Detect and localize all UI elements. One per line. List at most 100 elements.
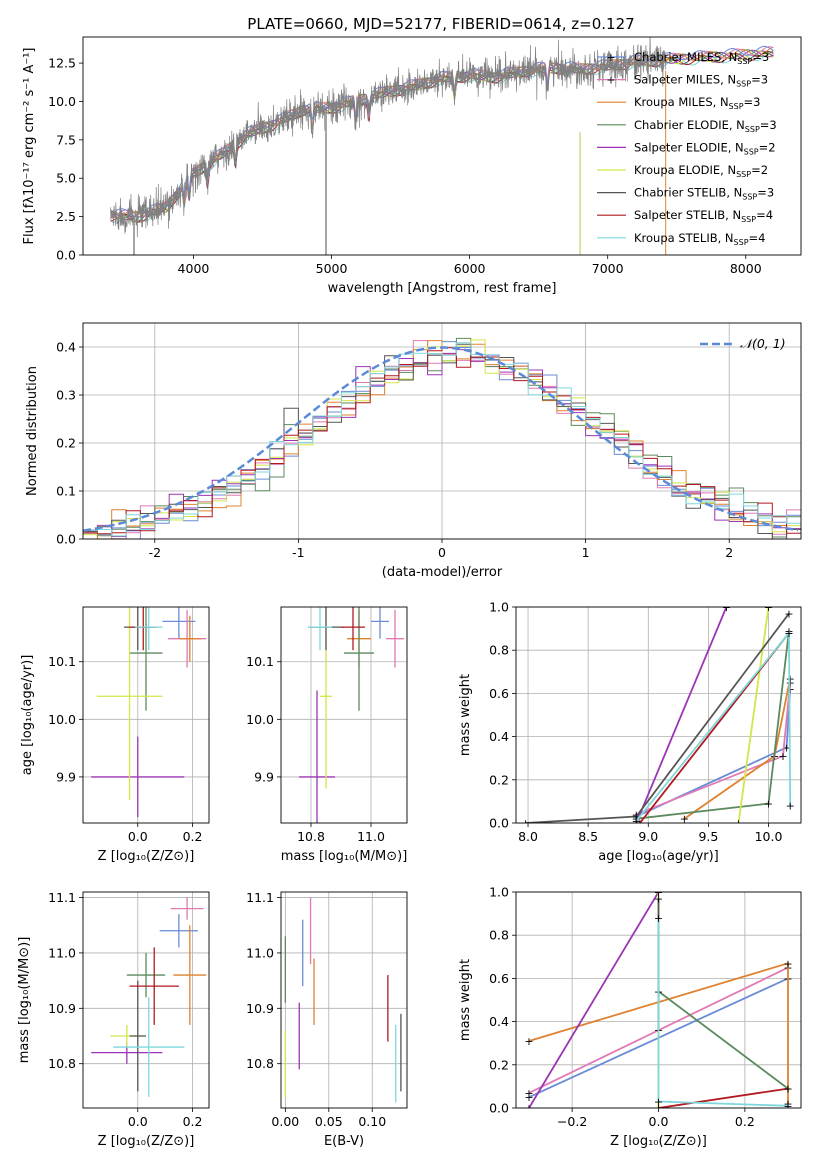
errorbar-kroupa-miles xyxy=(178,615,201,662)
errorbar-chabrier-miles xyxy=(371,607,389,639)
y-tick-label: 0.4 xyxy=(56,340,76,355)
x-tick-label: 7000 xyxy=(592,261,624,276)
y-tick-label: 0.3 xyxy=(56,388,76,403)
y-tick-label: 10.1 xyxy=(48,654,76,669)
weight-marker-chabrier-stelib: + xyxy=(632,811,641,824)
y-tick-label: 0.8 xyxy=(489,643,509,658)
panel-age-vs-Z: 0.0 0.2 9.9 10.0 10.1 Z [log₁₀(Z/Z⊙)] age [log… xyxy=(20,606,210,864)
weight-line-kroupa-stelib xyxy=(657,917,789,1107)
weight-marker-salpeter-elodie: + xyxy=(722,601,731,614)
errorbar-chabrier-elodie xyxy=(129,607,163,711)
histogram-salpeter-stelib xyxy=(83,347,801,535)
x-tick-label: 0.2 xyxy=(735,1114,755,1129)
x-tick-label: 0.2 xyxy=(183,1114,203,1129)
errorbar-kroupa-stelib xyxy=(135,607,163,651)
x-tick-label: 2 xyxy=(725,545,733,560)
weight-marker-chabrier-elodie: + xyxy=(784,625,793,638)
errorbar-chabrier-elodie xyxy=(126,952,166,998)
y-tick-label: 10.8 xyxy=(48,1056,76,1071)
normal-curve xyxy=(83,346,799,532)
weight-marker-kroupa-stelib: + xyxy=(654,1096,663,1109)
legend-label-chabrier-stelib: Chabrier STELIB, NSSP=3 xyxy=(634,186,774,202)
x-axis-label: mass [log₁₀(M/M⊙)] xyxy=(281,849,408,864)
errorbar-salpeter-stelib xyxy=(129,947,179,1025)
y-tick-label: 11.1 xyxy=(246,890,274,905)
axes-frame xyxy=(515,606,802,824)
y-tick-label: 0.2 xyxy=(489,1057,509,1072)
plot-area-age-vs-mass xyxy=(299,607,404,823)
panel-mass-vs-Z: 0.0 0.2 10.8 10.9 11.0 11.1 Z [log₁₀(Z/Z⊙)] mas… xyxy=(17,890,210,1149)
y-tick-label: 0.2 xyxy=(489,772,509,787)
x-tick-label: 8.5 xyxy=(578,829,598,844)
y-tick-label: 2.5 xyxy=(56,209,76,224)
legend-label-chabrier-miles: Chabrier MILES, NSSP=3 xyxy=(634,50,769,66)
errorbar-salpeter-elodie xyxy=(299,690,335,823)
weight-marker-kroupa-elodie: + xyxy=(734,817,743,830)
x-tick-label: -1 xyxy=(292,545,304,560)
y-tick-label: 0.1 xyxy=(56,484,76,499)
weight-marker-salpeter-stelib: + xyxy=(654,1102,663,1115)
axes-frame xyxy=(82,606,210,824)
x-axis-label: E(B-V) xyxy=(324,1134,364,1149)
legend-marker: + xyxy=(606,74,615,87)
weight-marker-salpeter-miles: + xyxy=(632,808,641,821)
errorbar-chabrier-miles xyxy=(159,914,199,948)
x-tick-label: 0.2 xyxy=(183,829,203,844)
weight-marker-kroupa-stelib: + xyxy=(654,912,663,925)
panel-mass-vs-EBV: 0.00 0.05 0.10 10.8 10.9 11.0 11.1 E(B-V) xyxy=(246,890,408,1149)
histogram-kroupa-stelib xyxy=(83,342,801,537)
weight-line-chabrier-stelib xyxy=(525,612,790,823)
x-tick-label: 1 xyxy=(582,545,590,560)
weight-marker-salpeter-stelib: + xyxy=(635,817,644,830)
weight-line-kroupa-stelib xyxy=(635,630,792,822)
weight-marker-chabrier-miles: + xyxy=(524,1091,533,1104)
x-axis-label: Z [log₁₀(Z/Z⊙)] xyxy=(98,849,195,864)
observed-spectrum-line xyxy=(110,37,666,255)
x-tick-label: 11.0 xyxy=(357,829,385,844)
weight-line-salpeter-elodie xyxy=(635,607,728,823)
x-tick-label: -2 xyxy=(149,545,161,560)
plot-area-residuals xyxy=(83,337,801,539)
legend-label-kroupa-miles: Kroupa MILES, NSSP=3 xyxy=(634,95,760,111)
errorbar-chabrier-elodie xyxy=(344,607,374,711)
x-tick-label: 0.0 xyxy=(128,1114,148,1129)
errorbar-salpeter-stelib xyxy=(341,607,365,651)
x-tick-label: 8000 xyxy=(730,261,762,276)
y-tick-label: 0.6 xyxy=(489,971,509,986)
y-tick-label: 12.5 xyxy=(48,56,76,71)
y-axis-label: mass weight xyxy=(458,674,473,756)
panel-mass-weight-vs-Z: ++++++++++++++++++++−0.2 0.0 0.2 0.0 0.2 0.4 0… xyxy=(458,885,802,1149)
weight-marker-kroupa-miles: + xyxy=(783,957,792,970)
panel-age-vs-mass: 10.8 11.0 9.9 10.0 10.1 mass [log₁₀(M/M⊙)] xyxy=(246,606,408,864)
y-tick-label: 0.2 xyxy=(56,436,76,451)
weight-marker-kroupa-stelib: + xyxy=(784,627,793,640)
y-tick-label: 10.0 xyxy=(48,94,76,109)
weight-line-kroupa-miles xyxy=(528,962,789,1104)
weight-marker-kroupa-elodie: + xyxy=(654,886,663,899)
y-tick-label: 10.9 xyxy=(246,1001,274,1016)
weight-line-salpeter-miles xyxy=(635,682,792,816)
x-axis-label: Z [log₁₀(Z/Z⊙)] xyxy=(610,1134,707,1149)
x-tick-label: 9.5 xyxy=(698,829,718,844)
axes-frame xyxy=(280,891,408,1109)
legend-label-salpeter-stelib: Salpeter STELIB, NSSP=4 xyxy=(634,208,773,224)
panel-spectrum: 4000 5000 6000 7000 8000 0.0 2.5 5.0 7.5 10.0 12.5… xyxy=(22,36,802,296)
x-tick-label: 9.0 xyxy=(638,829,658,844)
plot-area-spectrum xyxy=(110,37,774,255)
x-tick-label: 10.0 xyxy=(755,829,783,844)
y-tick-label: 11.1 xyxy=(48,890,76,905)
legend-label-salpeter-miles: Salpeter MILES, NSSP=3 xyxy=(634,73,768,89)
x-tick-label: 0.00 xyxy=(271,1114,299,1129)
legend-label-kroupa-stelib: Kroupa STELIB, NSSP=4 xyxy=(634,231,765,247)
errorbar-kroupa-stelib xyxy=(113,997,185,1097)
y-tick-label: 0.6 xyxy=(489,686,509,701)
legend-label-normal: 𝒩(0, 1) xyxy=(740,336,786,351)
y-tick-label: 1.0 xyxy=(489,600,509,615)
y-tick-label: 0.0 xyxy=(56,248,76,263)
y-tick-label: 10.0 xyxy=(48,712,76,727)
axes-frame xyxy=(280,606,408,824)
weight-marker-salpeter-miles: + xyxy=(778,750,787,763)
x-tick-label: 0.10 xyxy=(358,1114,386,1129)
plot-area-mass-weight-vs-age: ++++++++++++++++++++++++ xyxy=(521,601,795,830)
y-axis-label: Flux [fλ10⁻¹⁷ erg cm⁻² s⁻¹ A⁻¹] xyxy=(22,48,37,245)
